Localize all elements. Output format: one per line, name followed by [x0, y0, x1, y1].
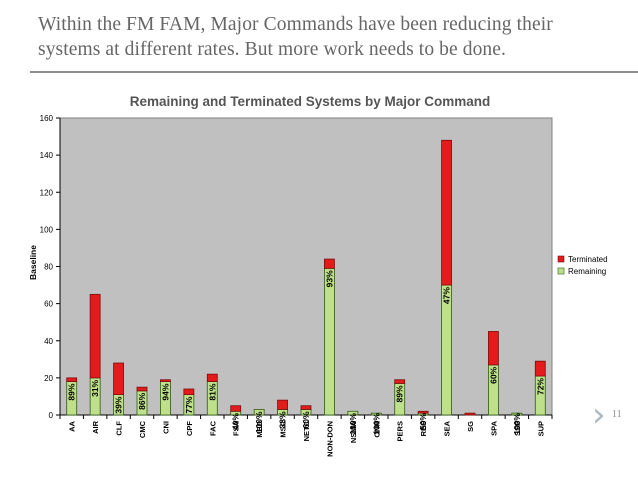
- x-tick-label: FAC: [208, 420, 217, 436]
- data-label: 89%: [67, 383, 77, 400]
- data-label: 40%: [231, 413, 241, 430]
- bar-terminated-netc: [300, 405, 312, 410]
- y-tick-label: 80: [44, 263, 53, 272]
- bar-terminated-res: [417, 410, 429, 414]
- x-tick-label: CMC: [138, 420, 147, 438]
- data-label: 47%: [442, 287, 452, 304]
- bar-remaining-med: [253, 409, 265, 416]
- bar-terminated-msc: [277, 399, 288, 410]
- data-label: 93%: [324, 270, 334, 287]
- x-tick-label: NSMA: [349, 420, 358, 443]
- bar-terminated-non-don: [324, 258, 335, 269]
- x-tick-label: FSA: [232, 420, 241, 436]
- slide-title: Within the FM FAM, Major Commands have b…: [38, 14, 553, 60]
- chart-title: Remaining and Terminated Systems by Majo…: [130, 94, 491, 109]
- x-tick-label: SEA: [443, 420, 452, 436]
- y-tick-label: 20: [44, 374, 53, 383]
- data-label: 31%: [90, 379, 100, 396]
- left-margin: [0, 0, 12, 478]
- title-divider: [30, 71, 638, 73]
- y-tick-label: 100: [40, 225, 54, 234]
- bar-terminated-clf: [113, 362, 124, 395]
- x-tick-label: PERS: [396, 421, 405, 441]
- bar-terminated-fac: [206, 373, 218, 382]
- data-label: 81%: [207, 383, 217, 400]
- x-tick-label: AIR: [91, 420, 100, 434]
- data-label: 100%: [254, 411, 264, 433]
- bar-terminated-aa: [66, 377, 78, 382]
- x-tick-label: AA: [68, 420, 77, 431]
- data-label: 38%: [278, 411, 288, 428]
- bar-terminated-cmc: [136, 386, 148, 392]
- x-tick-label: MSC: [279, 420, 288, 437]
- bar-terminated-cni: [160, 379, 171, 382]
- legend-label-terminated: Terminated: [568, 255, 608, 264]
- next-slide-chevron-icon[interactable]: ›: [592, 395, 606, 435]
- y-tick-label: 40: [44, 337, 53, 346]
- x-tick-label: SPA: [489, 420, 498, 435]
- x-tick-label: ONR: [372, 420, 381, 437]
- data-label: 39%: [114, 396, 124, 413]
- bar-terminated-sup: [534, 360, 546, 377]
- bar-terminated-pers: [394, 379, 406, 384]
- legend-label-remaining: Remaining: [568, 267, 606, 276]
- plot-area: [59, 117, 553, 416]
- y-tick-label: 60: [44, 300, 53, 309]
- bar-terminated-spa: [488, 331, 499, 366]
- legend-swatch-remaining: [557, 267, 565, 275]
- bar-terminated-air: [89, 293, 101, 379]
- bar-remaining-ssp: [511, 412, 523, 416]
- x-tick-label: CNI: [161, 421, 170, 434]
- x-tick-label: MED: [255, 420, 264, 437]
- bar-remaining-onr: [370, 412, 382, 416]
- data-label: 100%: [371, 413, 381, 435]
- x-tick-label: CPF: [185, 421, 194, 436]
- y-axis-label: Baseline: [28, 245, 38, 280]
- data-label: 86%: [137, 392, 147, 409]
- x-tick-label: SG: [466, 421, 475, 432]
- y-tick-label: 140: [40, 151, 54, 160]
- bar-terminated-sea: [441, 139, 452, 286]
- legend-swatch-terminated: [557, 255, 565, 263]
- bar-terminated-fsa: [230, 405, 242, 412]
- data-label: 60%: [488, 366, 498, 383]
- x-tick-label: CLF: [115, 421, 124, 436]
- x-tick-label: RES: [419, 421, 428, 436]
- x-tick-label: NETC: [302, 420, 311, 441]
- bar-terminated-cpf: [183, 388, 195, 395]
- bar-terminated-sg: [464, 412, 476, 416]
- y-tick-label: 0: [49, 411, 54, 420]
- stacked-bar-chart: Remaining and Terminated Systems by Majo…: [28, 94, 608, 457]
- data-label: 94%: [160, 383, 170, 400]
- page-number: 11: [612, 409, 622, 420]
- data-label: 100%: [512, 413, 522, 435]
- data-label: 50%: [418, 413, 428, 430]
- data-label: 77%: [184, 396, 194, 413]
- x-tick-label: SUP: [536, 421, 545, 436]
- y-tick-label: 160: [40, 114, 54, 123]
- x-tick-label: SSP: [513, 421, 522, 436]
- data-label: 72%: [535, 378, 545, 395]
- bar-remaining-non-don: [324, 267, 335, 416]
- data-label: 60%: [301, 411, 311, 428]
- x-tick-label: NON-DON: [325, 421, 334, 457]
- bar-remaining-nsma: [347, 410, 359, 416]
- y-tick-label: 120: [40, 188, 54, 197]
- data-label: 89%: [395, 385, 405, 402]
- data-label: 100%: [348, 413, 358, 435]
